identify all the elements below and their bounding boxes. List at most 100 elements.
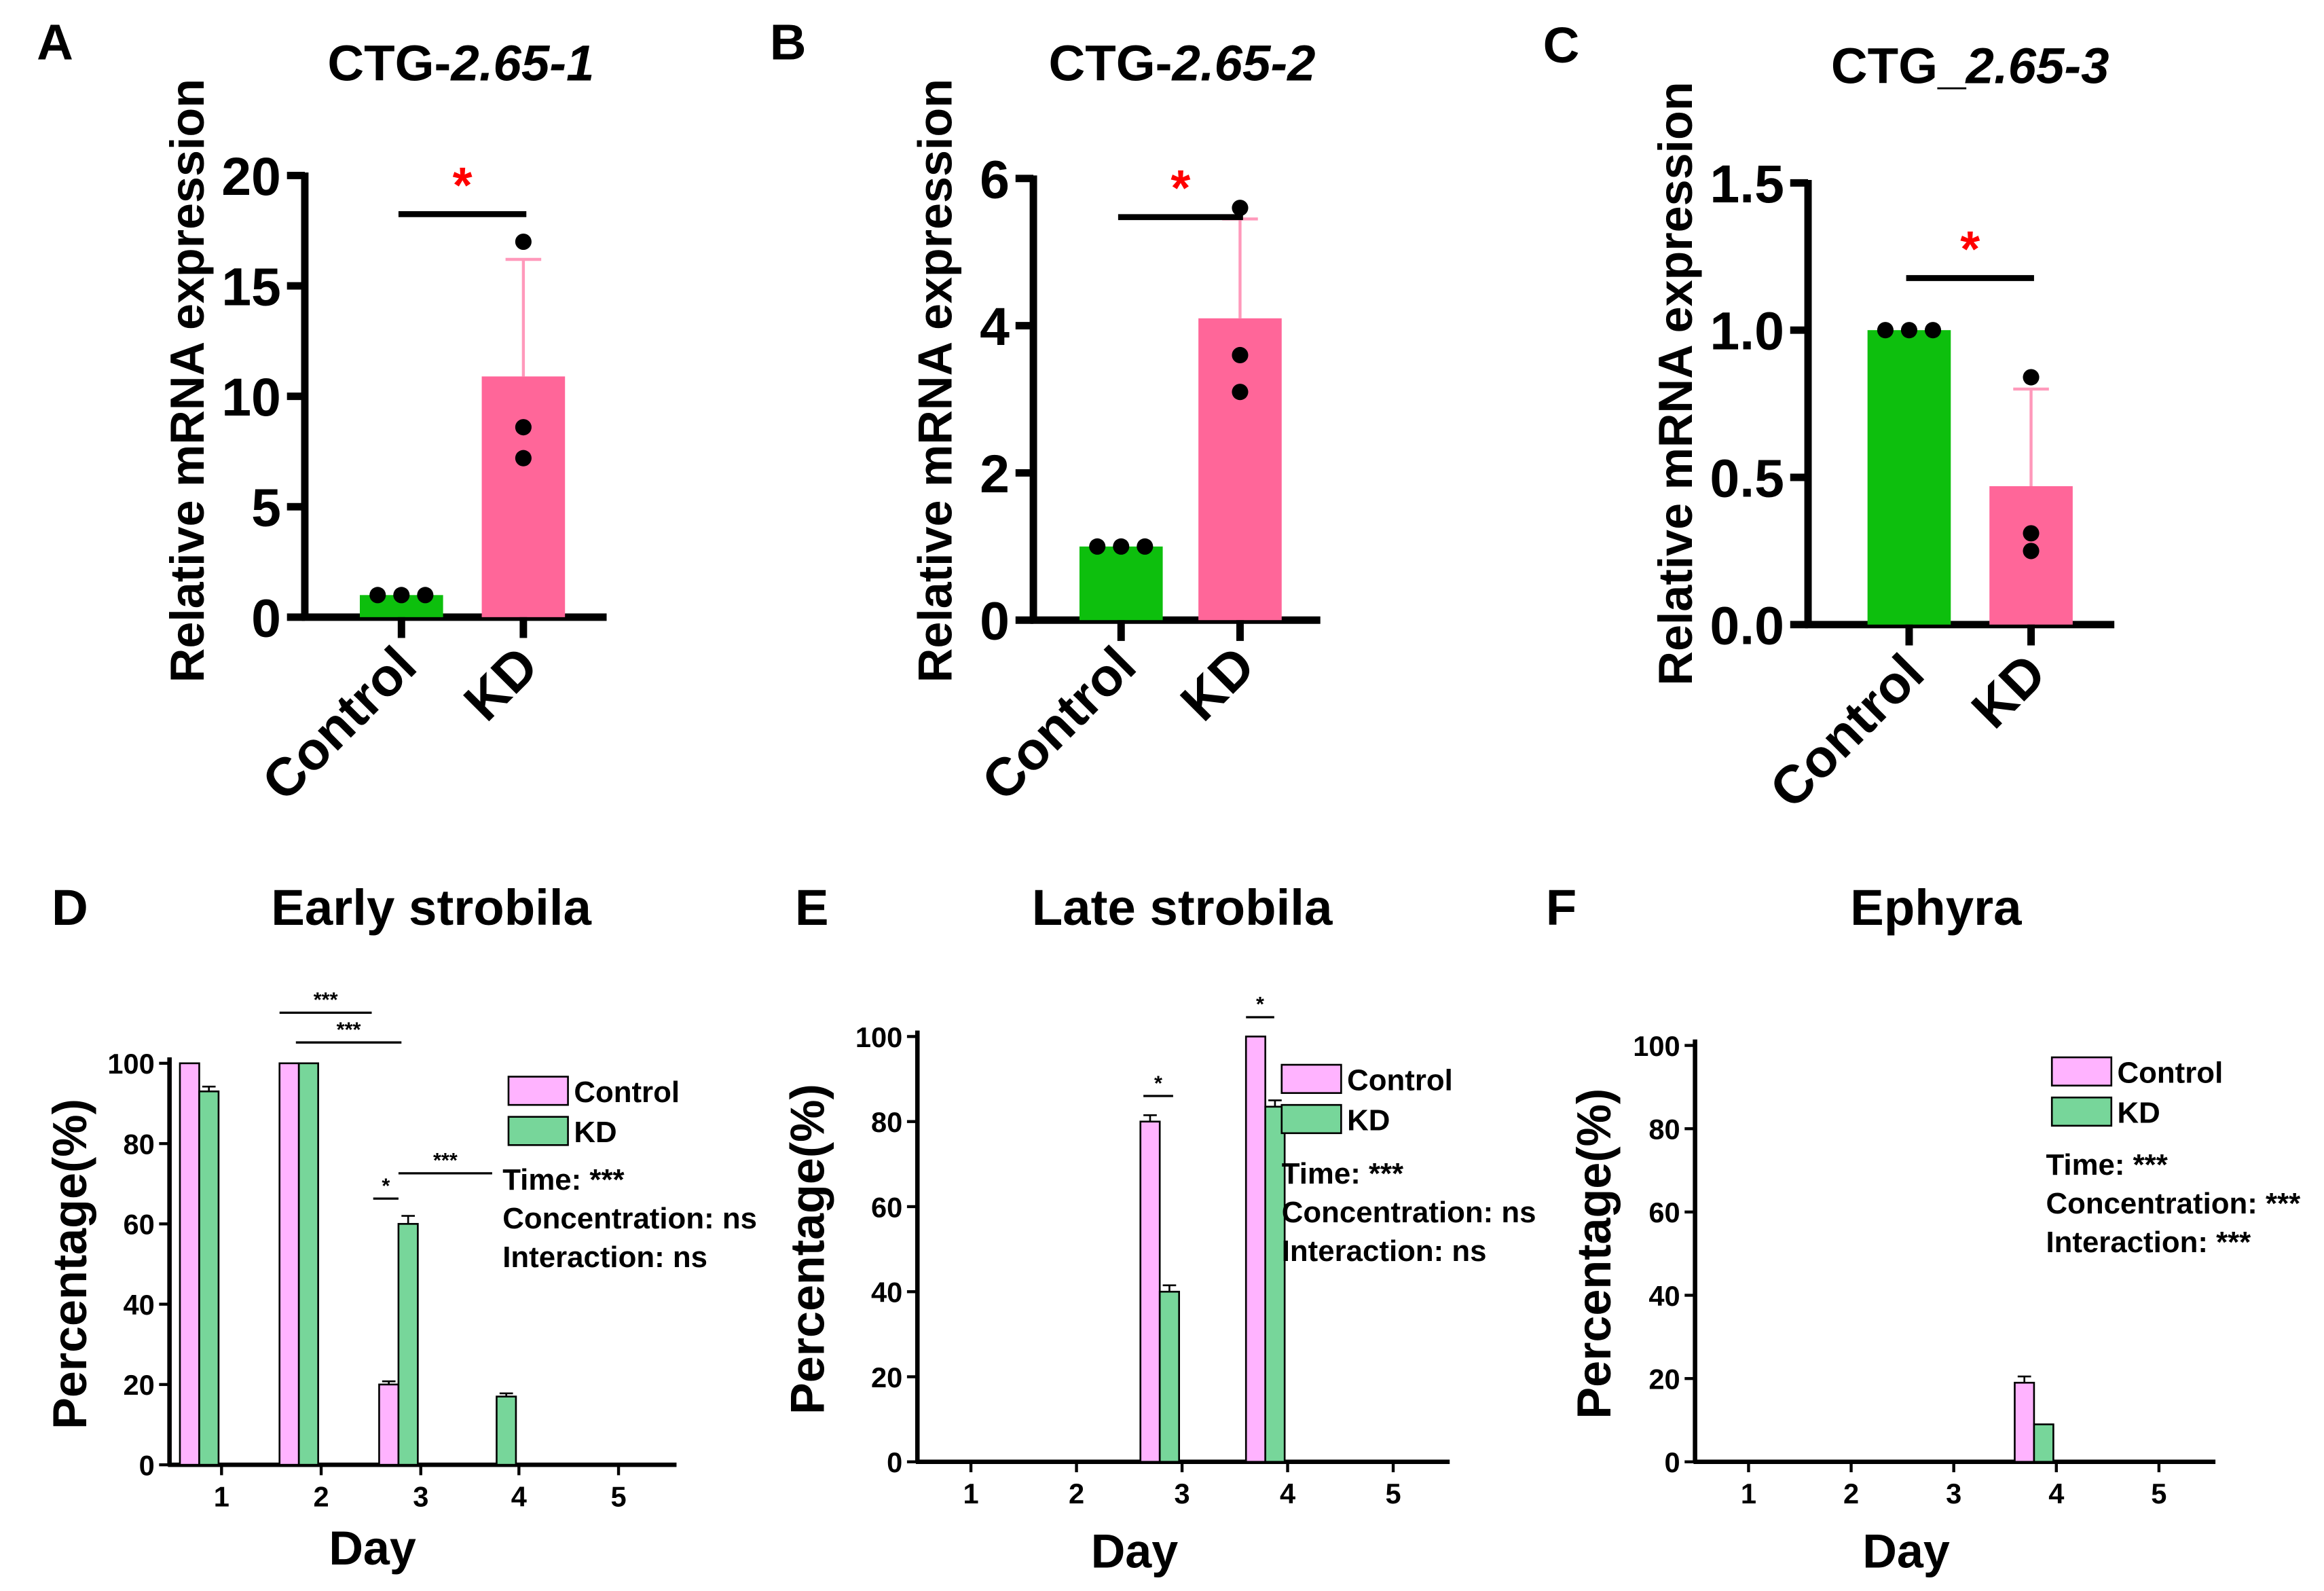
chart-title-prefix: CTG- — [1049, 35, 1173, 91]
chart-title-gene: 2.65-1 — [449, 35, 594, 91]
y-tick-label: 80 — [1648, 1114, 1680, 1146]
y-tick-label: 5 — [251, 478, 281, 538]
significance-mark: *** — [433, 1149, 458, 1172]
y-tick-label: 80 — [871, 1106, 902, 1138]
significance-mark: * — [1256, 993, 1264, 1016]
data-point — [393, 587, 410, 604]
bar-kd-day1 — [198, 1090, 220, 1466]
legend-swatch — [1280, 1063, 1342, 1094]
bar-control-day4 — [1244, 1036, 1267, 1463]
y-tick-label: 10 — [221, 367, 281, 427]
panel-b: B CTG-2.65-2 Relative mRNA expression 0 2 4 6 C… — [770, 14, 1321, 812]
bar-kd-day4 — [1264, 1105, 1286, 1463]
chart-title-prefix: CTG- — [327, 35, 451, 91]
x-tick-label: 3 — [1174, 1478, 1189, 1510]
bar-control-day2 — [278, 1062, 300, 1466]
legend-swatch — [2050, 1056, 2113, 1087]
data-point — [1113, 538, 1130, 555]
legend-label: KD — [574, 1116, 616, 1149]
chart-title: CTG-2.65-1 — [327, 35, 594, 91]
legend-label: KD — [1347, 1103, 1390, 1137]
y-axis-label: Relative mRNA expression — [909, 79, 962, 682]
y-tick-label: 100 — [855, 1021, 902, 1053]
y-tick-label: 0 — [251, 588, 281, 648]
significance-star: * — [1960, 221, 1980, 277]
y-tick-label: 100 — [1633, 1030, 1680, 1062]
y-axis-label: Percentage(%) — [781, 1084, 834, 1414]
y-tick-label: 1.5 — [1710, 154, 1784, 214]
legend-label: Control — [1347, 1063, 1453, 1097]
x-tick-label: KD — [452, 635, 549, 732]
y-tick-label: 0 — [887, 1446, 902, 1478]
y-tick-label: 60 — [871, 1191, 902, 1223]
y-tick-label: 40 — [1648, 1280, 1680, 1312]
stats-text: Concentration: ns — [502, 1202, 757, 1235]
y-tick-label: 80 — [123, 1128, 154, 1160]
x-tick-label: 3 — [1946, 1478, 1961, 1510]
chart-title: Late strobila — [1032, 879, 1333, 936]
data-point — [1232, 384, 1249, 401]
data-point — [1877, 322, 1894, 339]
x-tick-label: 5 — [1385, 1478, 1401, 1510]
x-tick-label: 5 — [610, 1480, 626, 1512]
legend-label: Control — [2118, 1056, 2224, 1089]
chart-title: Ephyra — [1850, 879, 2022, 936]
data-point — [1232, 200, 1249, 217]
y-axis-label: Relative mRNA expression — [161, 79, 214, 682]
bar-control — [1867, 330, 1951, 625]
data-point — [2023, 369, 2040, 386]
x-axis-label: Day — [1862, 1524, 1950, 1577]
chart-title: Early strobila — [271, 879, 591, 936]
panel-label: F — [1546, 879, 1576, 936]
y-axis-label: Relative mRNA expression — [1649, 81, 1702, 685]
bar-kd-day4 — [2033, 1423, 2054, 1463]
legend-swatch — [507, 1076, 569, 1106]
y-tick-label: 20 — [123, 1369, 154, 1401]
x-tick-label: 3 — [413, 1480, 428, 1512]
y-tick-label: 0 — [980, 591, 1010, 651]
legend-label: KD — [2118, 1096, 2160, 1129]
y-tick-label: 60 — [123, 1209, 154, 1241]
y-tick-label: 20 — [221, 147, 281, 206]
x-tick-label: 1 — [963, 1478, 978, 1510]
data-point — [515, 233, 532, 251]
x-tick-label: 4 — [1280, 1478, 1295, 1510]
panel-label: D — [52, 879, 88, 936]
y-tick-label: 0.5 — [1710, 448, 1784, 508]
y-tick-label: 40 — [871, 1277, 902, 1309]
y-tick-label: 20 — [1648, 1363, 1680, 1395]
panel-a: A CTG-2.65-1 Relative mRNA expression 0 5 10 1… — [37, 14, 607, 812]
data-point — [2023, 543, 2040, 560]
y-axis-label: Percentage(%) — [1568, 1089, 1621, 1419]
significance-mark: *** — [337, 1018, 361, 1041]
bar-control-day3 — [378, 1383, 400, 1466]
x-axis-label: Day — [1091, 1524, 1179, 1577]
bar-kd — [1198, 318, 1282, 621]
panel-label: C — [1543, 17, 1580, 73]
bar-kd — [481, 376, 566, 617]
stats-text: Time: *** — [2046, 1148, 2167, 1182]
panel-c: C CTG_2.65-3 Relative mRNA expression 0.0 0.… — [1543, 17, 2115, 820]
legend-swatch — [2050, 1096, 2113, 1127]
data-point — [1232, 346, 1249, 364]
legend-label: Control — [574, 1076, 680, 1109]
bar-control-day1 — [179, 1062, 200, 1466]
y-tick-label: 15 — [221, 257, 281, 316]
data-point — [1089, 538, 1106, 555]
x-tick-label: 5 — [2151, 1478, 2166, 1510]
stats-text: Concentration: *** — [2046, 1187, 2300, 1220]
y-tick-label: 100 — [107, 1048, 154, 1080]
y-tick-label: 40 — [123, 1289, 154, 1321]
bar-kd-day4 — [496, 1395, 517, 1466]
data-point — [417, 587, 434, 604]
legend-swatch — [1280, 1103, 1342, 1135]
y-tick-label: 20 — [871, 1361, 902, 1393]
y-tick-label: 0 — [1665, 1446, 1680, 1478]
bar-kd-day2 — [297, 1062, 319, 1466]
x-tick-label: 1 — [214, 1480, 229, 1512]
x-axis-label: Day — [329, 1522, 416, 1575]
data-point — [1924, 322, 1942, 339]
significance-star: * — [453, 157, 473, 213]
